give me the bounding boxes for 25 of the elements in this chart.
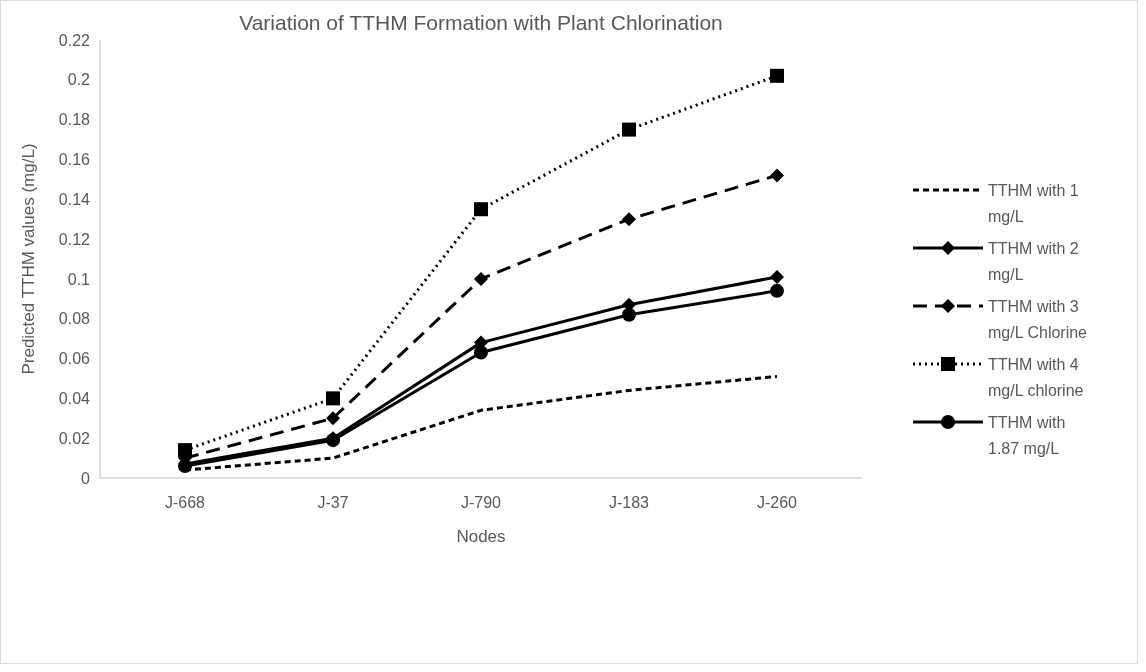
y-tick-label: 0.18	[58, 111, 91, 129]
y-tick-label: 0.04	[58, 389, 91, 407]
legend-label: TTHM with 1.87 mg/L	[988, 413, 1066, 457]
y-tick-label: 0.08	[58, 310, 91, 328]
x-tick-label: J-790	[460, 494, 502, 511]
legend-label: TTHM with 2 mg/L	[988, 239, 1079, 283]
legend-label: TTHM with 3 mg/L Chlorine	[988, 297, 1088, 341]
x-tick-label: J-37	[317, 494, 349, 511]
chart-title: Variation of TTHM Formation with Plant Chlorination	[239, 11, 723, 34]
x-tick-label: J-260	[756, 494, 798, 511]
y-tick-label: 0.16	[58, 151, 91, 169]
y-tick-label: 0.14	[58, 190, 91, 208]
y-tick-label: 0.22	[58, 31, 91, 49]
y-tick-label: 0.06	[58, 350, 91, 368]
y-tick-label: 0.12	[58, 230, 91, 248]
x-tick-label: J-183	[608, 494, 650, 511]
y-axis-title: Predicted TTHM values (mg/L)	[19, 143, 38, 375]
y-tick-label: 0.1	[67, 270, 91, 288]
y-tick-label: 0	[81, 469, 91, 487]
legend-label: TTHM with 4 mg/L chlorine	[988, 355, 1084, 399]
x-tick-label: J-668	[164, 494, 206, 511]
legend-label: TTHM with 1 mg/L	[988, 181, 1079, 225]
y-tick-label: 0.2	[67, 71, 91, 89]
x-axis-title: Nodes	[456, 527, 506, 546]
y-tick-label: 0.02	[58, 429, 91, 447]
